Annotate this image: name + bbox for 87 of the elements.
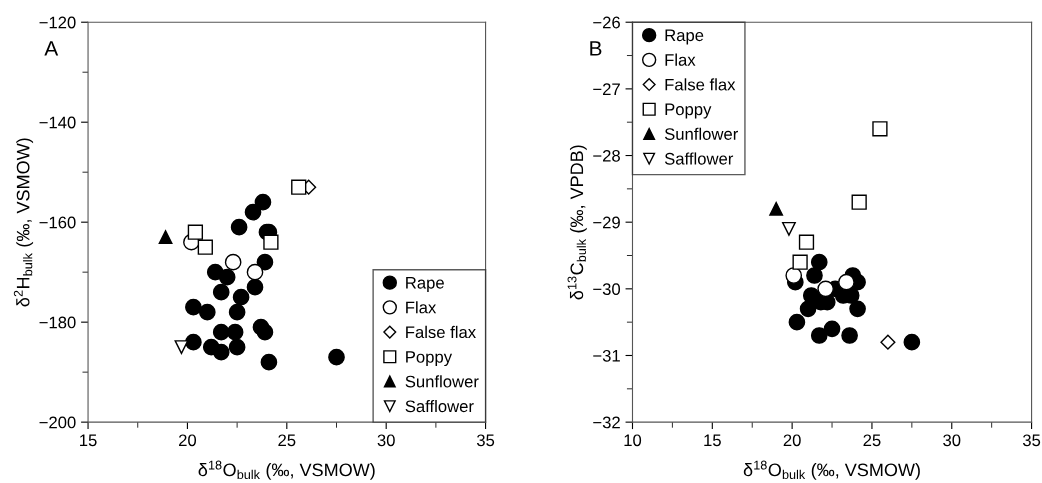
point [799,300,817,318]
point [218,268,236,286]
x-tick-label: 30 [943,434,961,447]
point [254,193,272,211]
legend-label: Safflower [664,152,734,165]
point [212,343,230,361]
point [810,253,828,271]
point [256,323,274,341]
legend-label: Rape [406,277,444,292]
x-tick-label: 35 [476,434,495,447]
y-tick-label: −27 [593,83,620,95]
legend-label: False flax [665,78,736,91]
x-axis-title: δ$^{18}$O$_{bulk}$ (‰, VSMOW) [198,460,375,480]
point [185,333,202,351]
point [187,224,204,240]
point [788,313,806,331]
point [198,303,216,321]
x-tick-label: 20 [783,434,801,447]
point [212,323,230,341]
x-tick-label: 20 [179,434,197,447]
point [291,179,307,195]
point [224,253,242,271]
y-axis-title: δ$^{13}$C$_{bulk}$ (‰, VPDB) [567,145,587,300]
y-tick-label: −200 [39,416,76,429]
point [880,334,896,350]
point [785,267,803,284]
legend-label: Flax [406,301,437,314]
y-tick-label: −30 [593,283,621,296]
x-tick-label: 30 [377,434,395,447]
point [230,218,248,236]
point [328,348,345,366]
legend-label: Safflower [405,399,474,413]
y-tick-label: −28 [593,149,620,162]
point [260,353,278,371]
legend-label: Rape [665,29,704,45]
text: B [590,41,602,56]
legend-label: Poppy [665,103,712,119]
x-tick-label: 35 [1022,434,1041,447]
y-tick-label: −120 [39,16,76,29]
point [806,267,823,284]
x-axis-title: δ$^{18}$O$_{bulk}$ (‰, VSMOW) [743,460,920,480]
y-tick-label: −140 [39,116,76,129]
y-axis-title: δ$^{2}$H$_{bulk}$ (‰, VSMOW) [13,138,34,307]
point [849,300,866,318]
point [232,288,250,306]
x-tick-label: 10 [624,434,642,447]
point [838,273,855,291]
y-tick-label: −180 [39,316,76,329]
point [256,253,274,271]
point [781,221,796,236]
y-tick-label: −26 [593,16,620,29]
legend-label: Sunflower [664,127,738,140]
legend-label: Poppy [406,351,453,367]
text: A [44,41,59,56]
point [798,234,815,250]
x-tick-label: 25 [863,434,881,447]
x-tick-label: 15 [704,434,721,447]
point [244,203,262,221]
y-tick-label: −160 [39,216,76,229]
point [810,327,828,344]
point [212,283,230,301]
point [226,323,244,341]
point [872,121,888,137]
point [263,234,279,250]
x-tick-label: 25 [278,434,296,447]
point [228,303,246,321]
y-tick-label: −32 [593,416,620,429]
point [817,280,834,298]
point [792,254,808,270]
x-tick-label: 15 [80,434,97,447]
point [228,338,246,356]
y-tick-label: −29 [593,216,620,229]
y-tick-label: −31 [593,349,620,362]
point [246,263,264,281]
point [903,333,921,351]
point [246,278,264,296]
point [174,340,189,355]
point [185,298,202,316]
point [158,230,173,245]
legend-label: Sunflower [405,375,479,388]
point [851,194,867,210]
point [841,327,858,344]
legend-label: Flax [665,53,696,66]
point [823,320,841,338]
legend-label: False flax [406,325,476,339]
point [769,201,784,216]
point [197,239,213,255]
